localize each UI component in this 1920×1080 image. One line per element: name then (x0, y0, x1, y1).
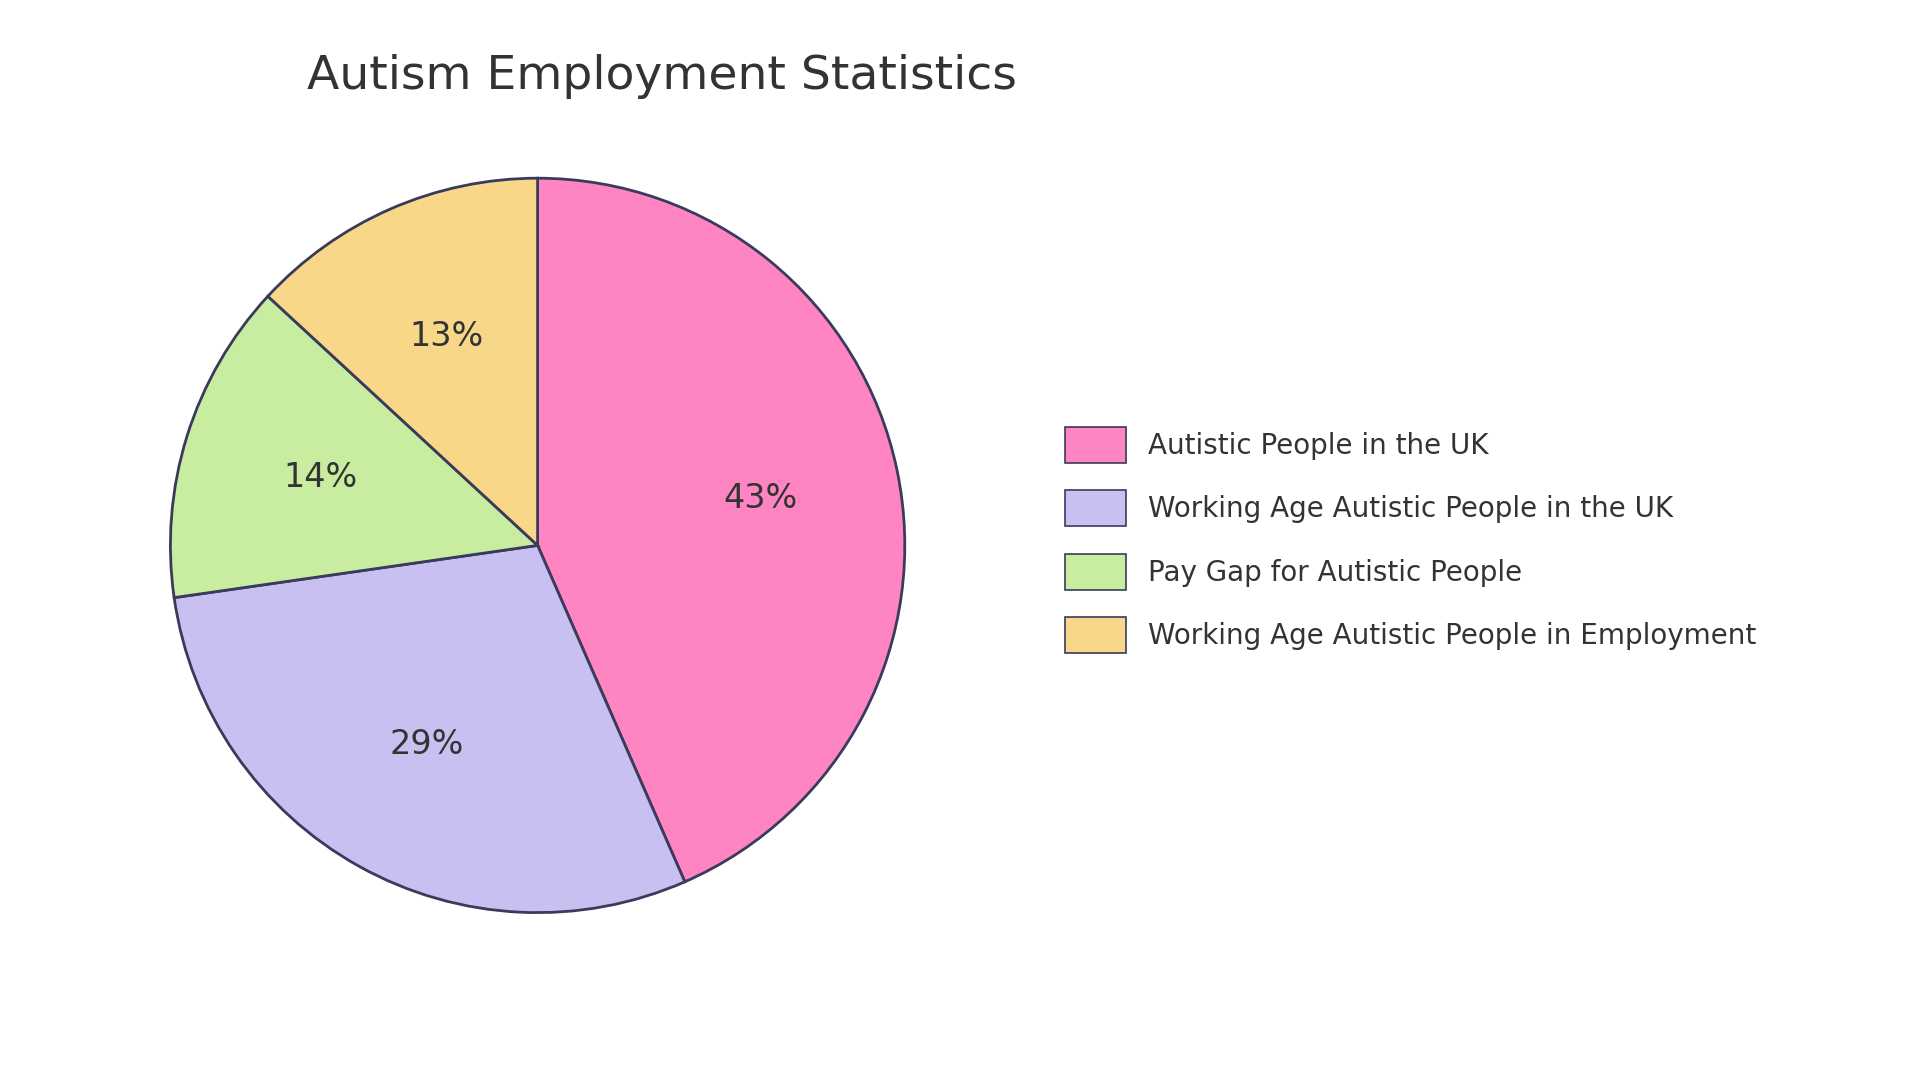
Text: 14%: 14% (282, 461, 357, 495)
Text: 43%: 43% (724, 483, 797, 515)
Wedge shape (171, 296, 538, 597)
Wedge shape (175, 545, 685, 913)
Wedge shape (538, 178, 904, 881)
Text: 29%: 29% (390, 728, 465, 760)
Wedge shape (269, 178, 538, 545)
Legend: Autistic People in the UK, Working Age Autistic People in the UK, Pay Gap for Au: Autistic People in the UK, Working Age A… (1050, 413, 1770, 667)
Text: Autism Employment Statistics: Autism Employment Statistics (307, 54, 1018, 99)
Text: 13%: 13% (409, 321, 484, 353)
